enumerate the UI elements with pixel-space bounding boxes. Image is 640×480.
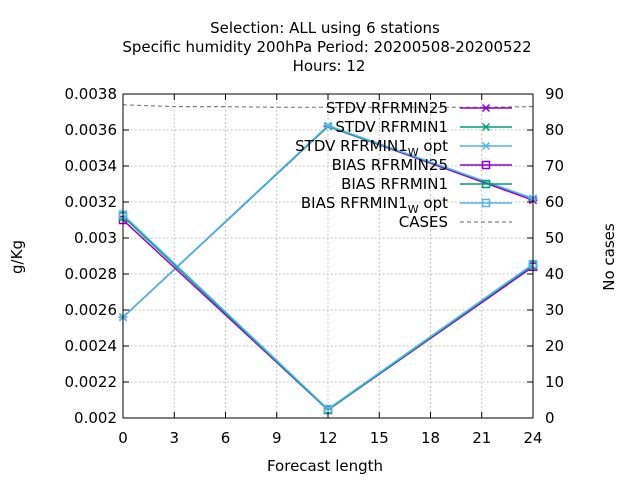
series-3-point [323, 121, 333, 130]
legend-label-5: BIAS RFRMIN1 [341, 175, 448, 193]
y-tick-label: 0.0038 [65, 85, 118, 103]
series-line-5 [122, 215, 534, 411]
legend-label-3: STDV RFRMIN1W opt [295, 137, 448, 159]
y2-axis-title: No cases [600, 223, 618, 291]
x-tick-label: 0 [118, 429, 128, 447]
legend-marker-6 [481, 198, 491, 208]
y-tick-label: 0.0034 [65, 157, 118, 175]
chart-title-line-2: Specific humidity 200hPa Period: 2020050… [122, 38, 531, 56]
legend-marker-3 [481, 141, 491, 151]
y2-tick-label: 20 [545, 337, 564, 355]
y2-tick-label: 0 [545, 409, 555, 427]
x-tick-label: 21 [472, 429, 491, 447]
legend-marker-5 [481, 179, 491, 189]
axis-ticks: 0 3 6 9 12 15 18 21 24 0.002 0.0022 0.0024 0.0026 0.0… [65, 85, 565, 447]
y-tick-label: 0.0036 [65, 121, 118, 139]
y2-tick-label: 70 [545, 157, 564, 175]
y-axis-title: g/Kg [8, 240, 26, 274]
grid [123, 94, 533, 418]
y2-tick-label: 40 [545, 265, 564, 283]
plot-series [118, 104, 538, 415]
x-tick-label: 18 [421, 429, 440, 447]
y2-tick-label: 60 [545, 193, 564, 211]
legend-marker-1 [481, 103, 491, 113]
y2-tick-label: 30 [545, 301, 564, 319]
x-tick-label: 3 [169, 429, 179, 447]
x-tick-label: 15 [370, 429, 389, 447]
y2-tick-label: 90 [545, 85, 564, 103]
series-line-6 [122, 214, 534, 410]
legend-label-4: BIAS RFRMIN25 [332, 156, 448, 174]
legend-marker-2 [481, 122, 491, 132]
x-tick-label: 6 [221, 429, 231, 447]
y-tick-label: 0.0024 [65, 337, 118, 355]
legend-label-2: STDV RFRMIN1 [335, 118, 448, 136]
y2-tick-label: 50 [545, 229, 564, 247]
y2-tick-label: 10 [545, 373, 564, 391]
legend-label-6: BIAS RFRMIN1W opt [301, 194, 448, 216]
y-tick-label: 0.003 [74, 229, 117, 247]
cases-line [122, 104, 534, 108]
y-tick-label: 0.0028 [65, 265, 118, 283]
x-axis-title: Forecast length [267, 457, 383, 475]
chart-title-line-3: Hours: 12 [293, 57, 366, 75]
y-tick-label: 0.002 [74, 409, 117, 427]
legend-marker-4 [481, 160, 491, 170]
x-tick-label: 24 [523, 429, 542, 447]
legend-label-7: CASES [399, 213, 448, 231]
x-tick-label: 12 [318, 429, 337, 447]
chart-title-line-1: Selection: ALL using 6 stations [210, 19, 440, 37]
y2-tick-label: 80 [545, 121, 564, 139]
y-tick-label: 0.0032 [65, 193, 118, 211]
legend-label-1: STDV RFRMIN25 [326, 99, 448, 117]
x-tick-label: 9 [272, 429, 282, 447]
y-tick-label: 0.0022 [65, 373, 118, 391]
y-tick-label: 0.0026 [65, 301, 118, 319]
